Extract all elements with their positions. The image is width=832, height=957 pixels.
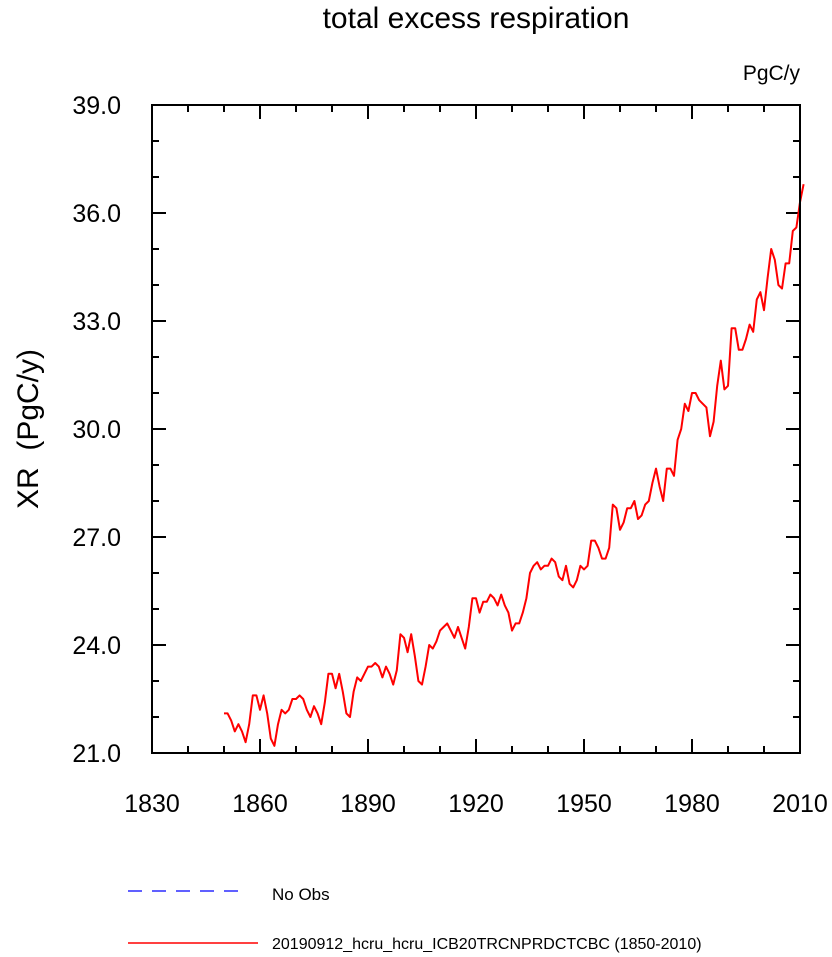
legend-series-label: 20190912_hcru_hcru_ICB20TRCNPRDCTCBC (18… (272, 936, 702, 953)
y-tick-label: 21.0 (72, 740, 121, 768)
axis-ticks (151, 104, 801, 754)
legend-no-obs-label: No Obs (272, 885, 330, 904)
x-tick-label: 1830 (124, 790, 180, 818)
x-tick-label: 1980 (664, 790, 720, 818)
axis-tick-labels: 1830 1860 1890 1920 1950 1980 2010 21.0 24.0 27.0… (72, 92, 827, 818)
y-tick-label: 30.0 (72, 416, 121, 444)
y-tick-label: 36.0 (72, 200, 121, 228)
legend: No Obs 20190912_hcru_hcru_ICB20TRCNPRDCT… (128, 885, 702, 953)
series-layer (224, 184, 805, 747)
y-axis-label: XR (PgC/y) (12, 349, 45, 509)
chart-title: total excess respiration (323, 2, 630, 35)
series-line (224, 184, 805, 747)
x-tick-label: 1950 (556, 790, 612, 818)
y-tick-label: 27.0 (72, 524, 121, 552)
x-tick-label: 1890 (340, 790, 396, 818)
plot-frame (151, 104, 801, 754)
y-tick-label: 33.0 (72, 308, 121, 336)
y-tick-label: 24.0 (72, 632, 121, 660)
x-tick-label: 1860 (232, 790, 288, 818)
y-tick-label: 39.0 (72, 92, 121, 120)
units-label: PgC/y (743, 62, 801, 85)
x-tick-label: 1920 (448, 790, 504, 818)
x-tick-label: 2010 (772, 790, 828, 818)
